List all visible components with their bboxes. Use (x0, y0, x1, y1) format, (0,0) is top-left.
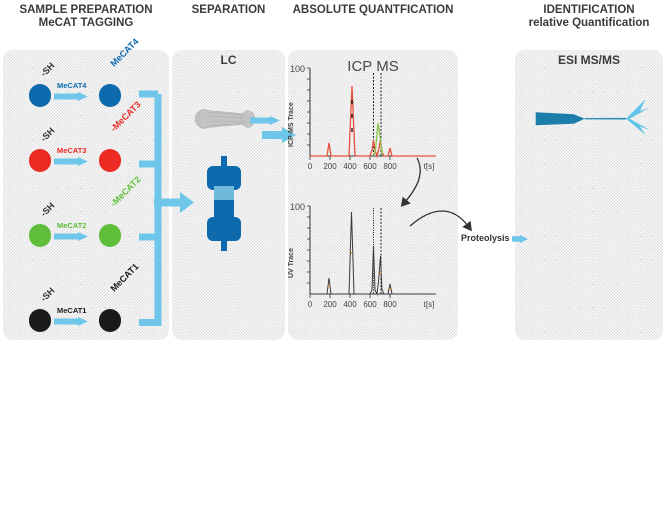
svg-text:400: 400 (343, 300, 357, 309)
svg-text:800: 800 (383, 300, 397, 309)
svg-text:100: 100 (290, 202, 305, 212)
svg-text:100: 100 (290, 64, 305, 74)
svg-text:t[s]: t[s] (424, 300, 435, 309)
svg-text:0: 0 (308, 162, 313, 171)
svg-text:200: 200 (323, 300, 337, 309)
svg-text:400: 400 (343, 162, 357, 171)
svg-text:600: 600 (363, 162, 377, 171)
svg-text:600: 600 (363, 300, 377, 309)
svg-text:200: 200 (323, 162, 337, 171)
svg-text:0: 0 (308, 300, 313, 309)
